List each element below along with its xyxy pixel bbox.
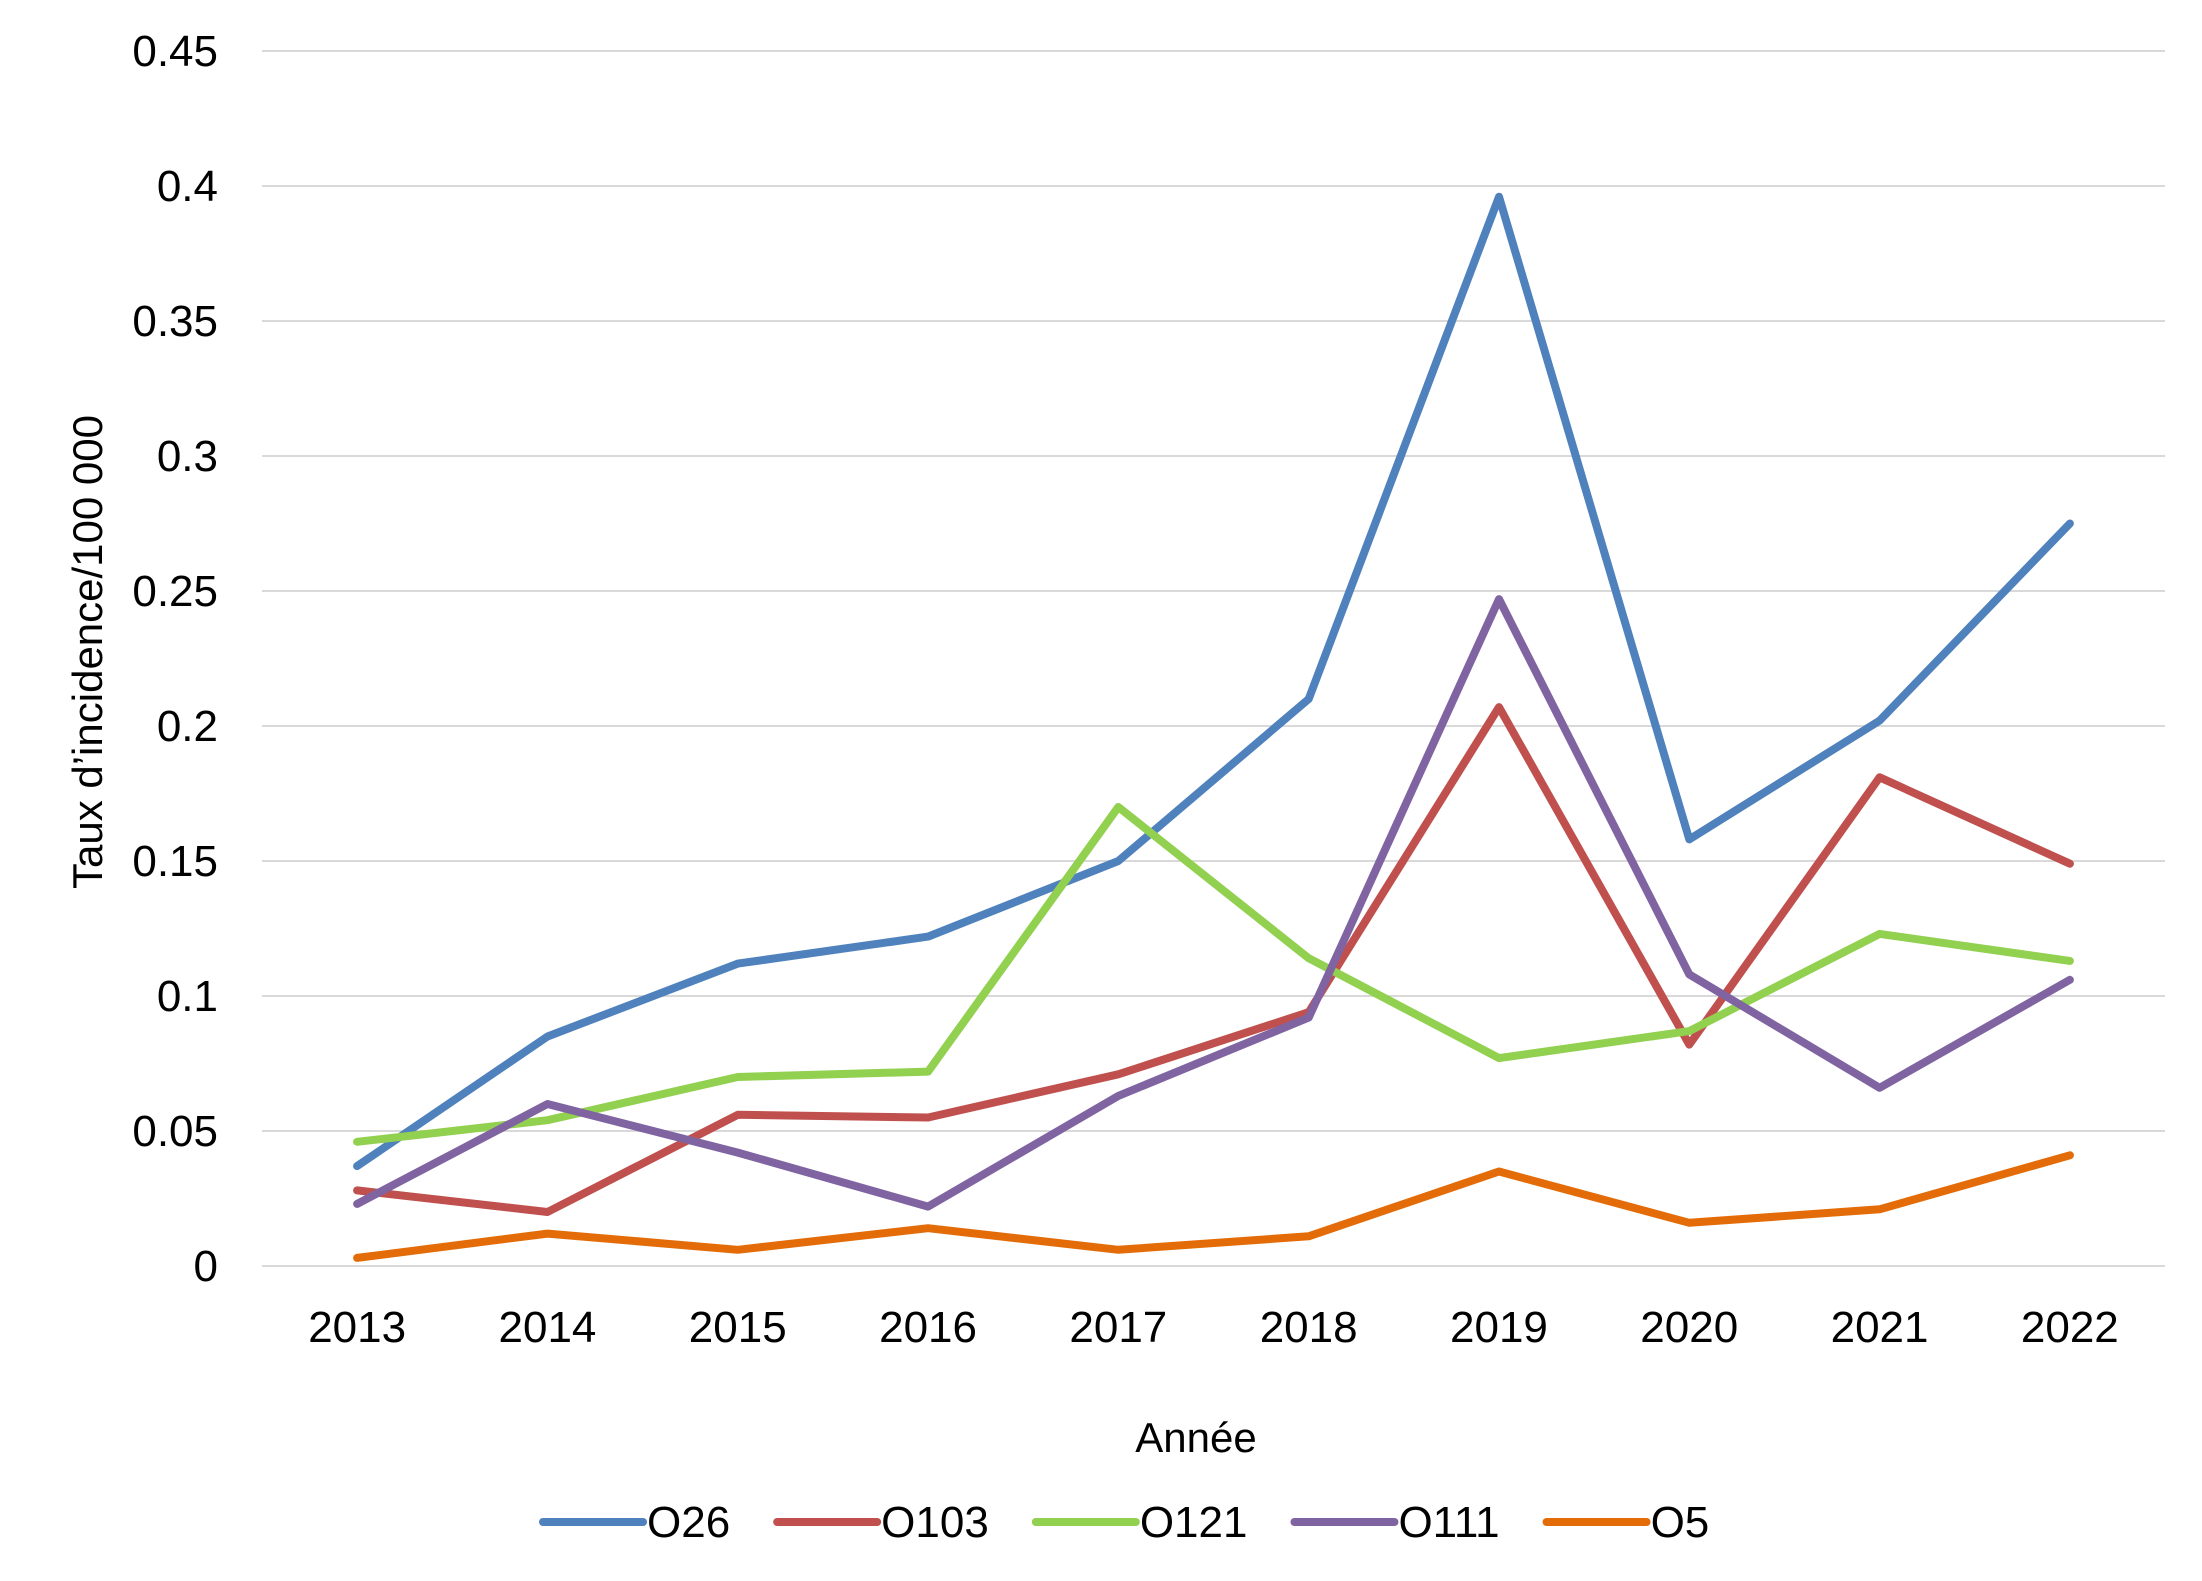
x-axis-label: Année xyxy=(1135,1414,1256,1461)
x-tick-label: 2017 xyxy=(1069,1303,1167,1352)
y-axis-ticks: 0 0.05 0.1 0.15 0.2 0.25 0.3 0.35 0.4 0.45 xyxy=(132,27,218,1291)
y-tick-label: 0.3 xyxy=(157,432,218,481)
x-tick-label: 2013 xyxy=(308,1303,406,1352)
y-tick-label: 0.35 xyxy=(132,297,218,346)
x-tick-label: 2021 xyxy=(1831,1303,1929,1352)
legend-label-o111: O111 xyxy=(1398,1498,1499,1547)
x-axis-ticks: 2013 2014 2015 2016 2017 2018 2019 2020 2021 2022 xyxy=(308,1303,2119,1352)
x-tick-label: 2015 xyxy=(689,1303,787,1352)
series-line-o121 xyxy=(353,803,2074,1146)
y-tick-label: 0.1 xyxy=(157,972,218,1021)
y-tick-label: 0.25 xyxy=(132,567,218,616)
x-tick-label: 2019 xyxy=(1450,1303,1548,1352)
y-tick-label: 0 xyxy=(194,1242,218,1291)
gridlines xyxy=(262,50,2165,1267)
legend-label-o5: O5 xyxy=(1651,1498,1710,1547)
x-tick-label: 2016 xyxy=(879,1303,977,1352)
x-tick-label: 2022 xyxy=(2021,1303,2119,1352)
y-tick-label: 0.15 xyxy=(132,837,218,886)
series-line-o5 xyxy=(353,1151,2074,1262)
legend-label-o121: O121 xyxy=(1140,1498,1248,1547)
y-tick-label: 0.2 xyxy=(157,702,218,751)
x-tick-label: 2020 xyxy=(1640,1303,1738,1352)
legend-label-o103: O103 xyxy=(881,1498,989,1547)
legend: O26 O103 O121 O111 O5 xyxy=(539,1498,1710,1547)
series-lines xyxy=(353,192,2074,1262)
y-axis-label: Taux d’incidence/100 000 xyxy=(64,415,111,889)
series-line-o103 xyxy=(353,703,2074,1216)
y-tick-label: 0.45 xyxy=(132,27,218,76)
x-tick-label: 2014 xyxy=(499,1303,597,1352)
legend-label-o26: O26 xyxy=(647,1498,730,1547)
series-line-o111 xyxy=(353,595,2074,1211)
y-tick-label: 0.4 xyxy=(157,162,218,211)
series-line-o26 xyxy=(353,192,2074,1171)
y-tick-label: 0.05 xyxy=(132,1107,218,1156)
x-tick-label: 2018 xyxy=(1260,1303,1358,1352)
